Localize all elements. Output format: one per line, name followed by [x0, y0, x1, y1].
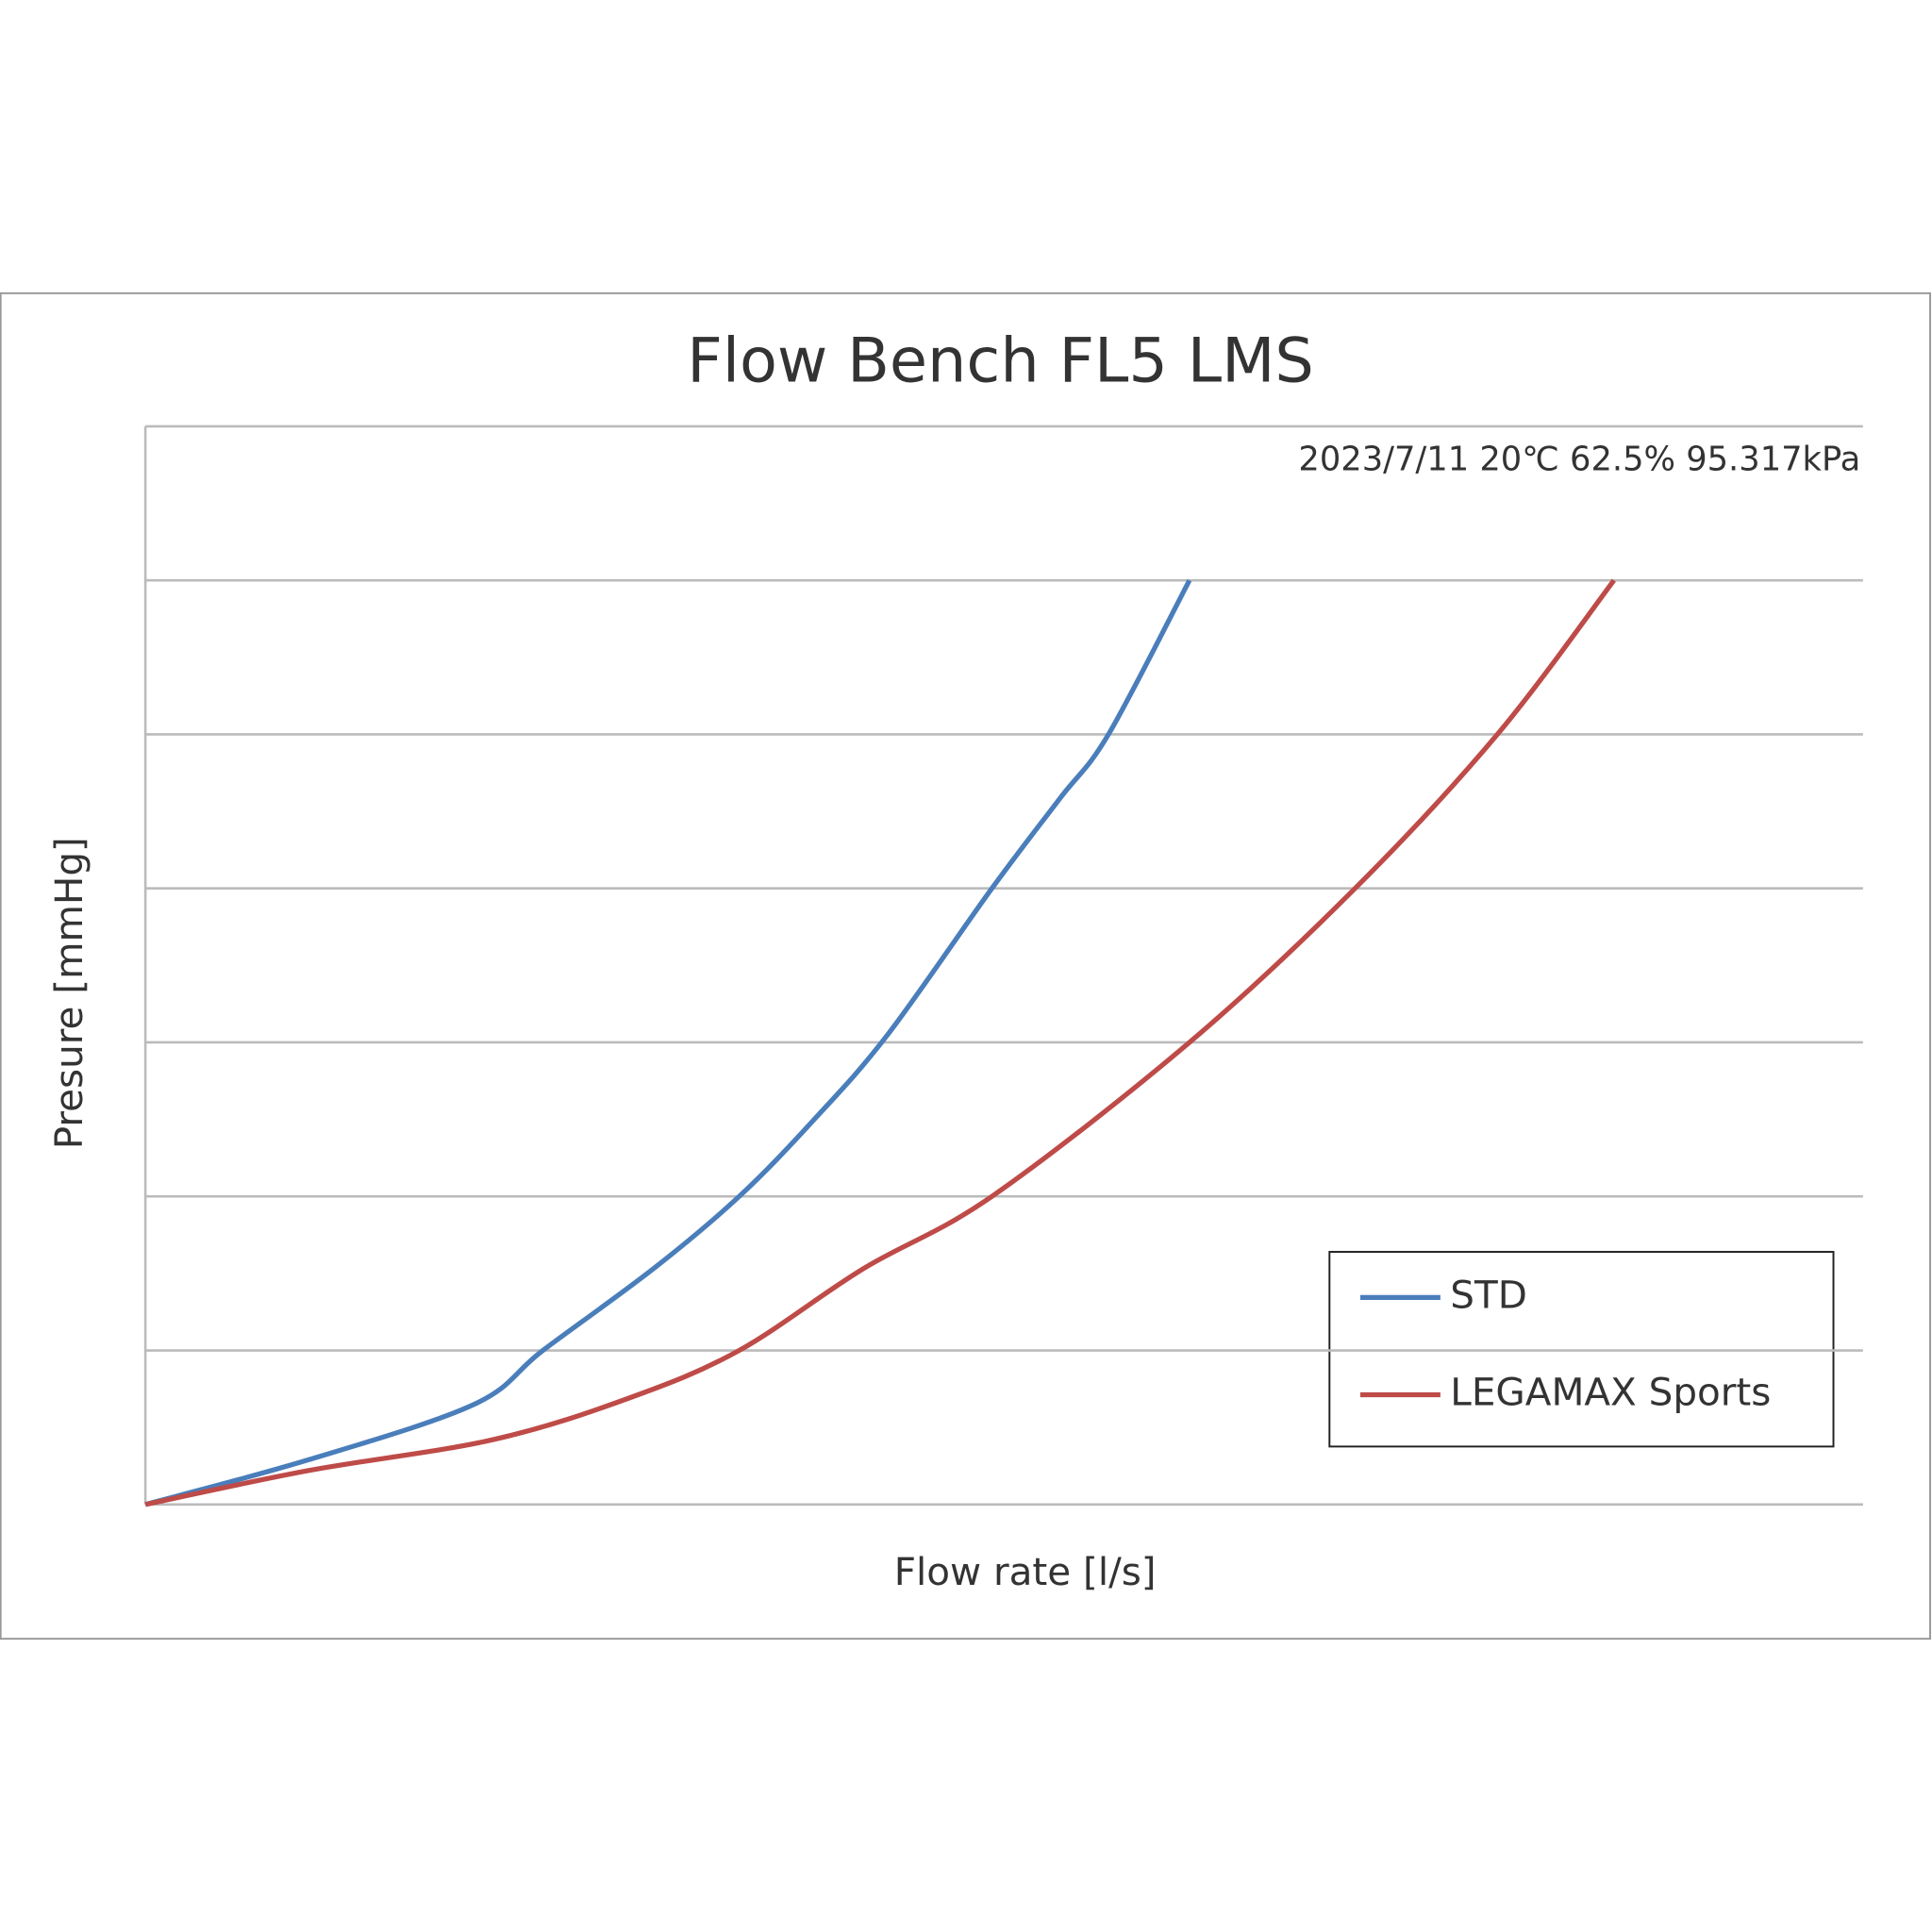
annotation: 2023/7/11 20℃ 62.5% 95.317kPa [1298, 440, 1860, 478]
series-line [144, 578, 1192, 1507]
legend: STD LEGAMAX Sports [1328, 1251, 1835, 1448]
legend-label: STD [1450, 1272, 1527, 1317]
series-line [144, 578, 1616, 1507]
y-axis-label: Presure [mmHg] [46, 837, 92, 1149]
legend-label: LEGAMAX Sports [1450, 1370, 1771, 1415]
x-axis-label: Flow rate [l/s] [894, 1549, 1157, 1594]
chart-title: Flow Bench FL5 LMS [687, 325, 1314, 397]
